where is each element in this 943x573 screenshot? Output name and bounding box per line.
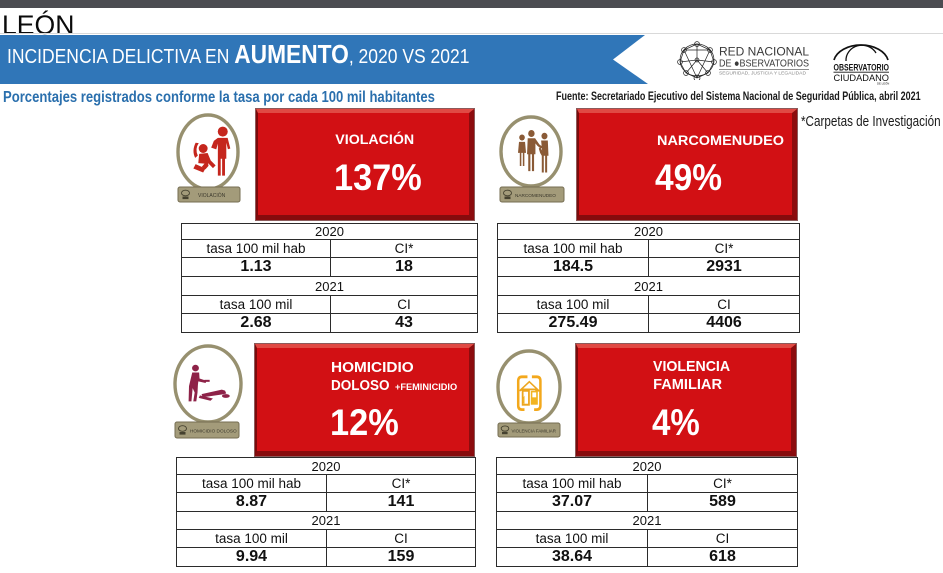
- svg-text:CIUDADANO: CIUDADANO: [834, 73, 890, 83]
- svg-text:NARCOMENUDEO: NARCOMENUDEO: [515, 193, 556, 198]
- svg-text:SEGURIDAD, JUSTICIA Y LEGALIDA: SEGURIDAD, JUSTICIA Y LEGALIDAD: [719, 71, 807, 77]
- svg-text:OBSERVATORIO: OBSERVATORIO: [834, 63, 890, 73]
- svg-text:DE ●BSERVATORIOS: DE ●BSERVATORIOS: [719, 59, 809, 70]
- svg-text:HOMICIDIO DOLOSO: HOMICIDIO DOLOSO: [190, 429, 237, 434]
- svg-text:DE LEÓN: DE LEÓN: [877, 81, 889, 86]
- svg-text:RED NACIONAL: RED NACIONAL: [719, 46, 809, 59]
- svg-text:VIOLACIÓN: VIOLACIÓN: [198, 192, 226, 199]
- svg-text:VIOLENCIA FAMILIAR: VIOLENCIA FAMILIAR: [512, 428, 556, 433]
